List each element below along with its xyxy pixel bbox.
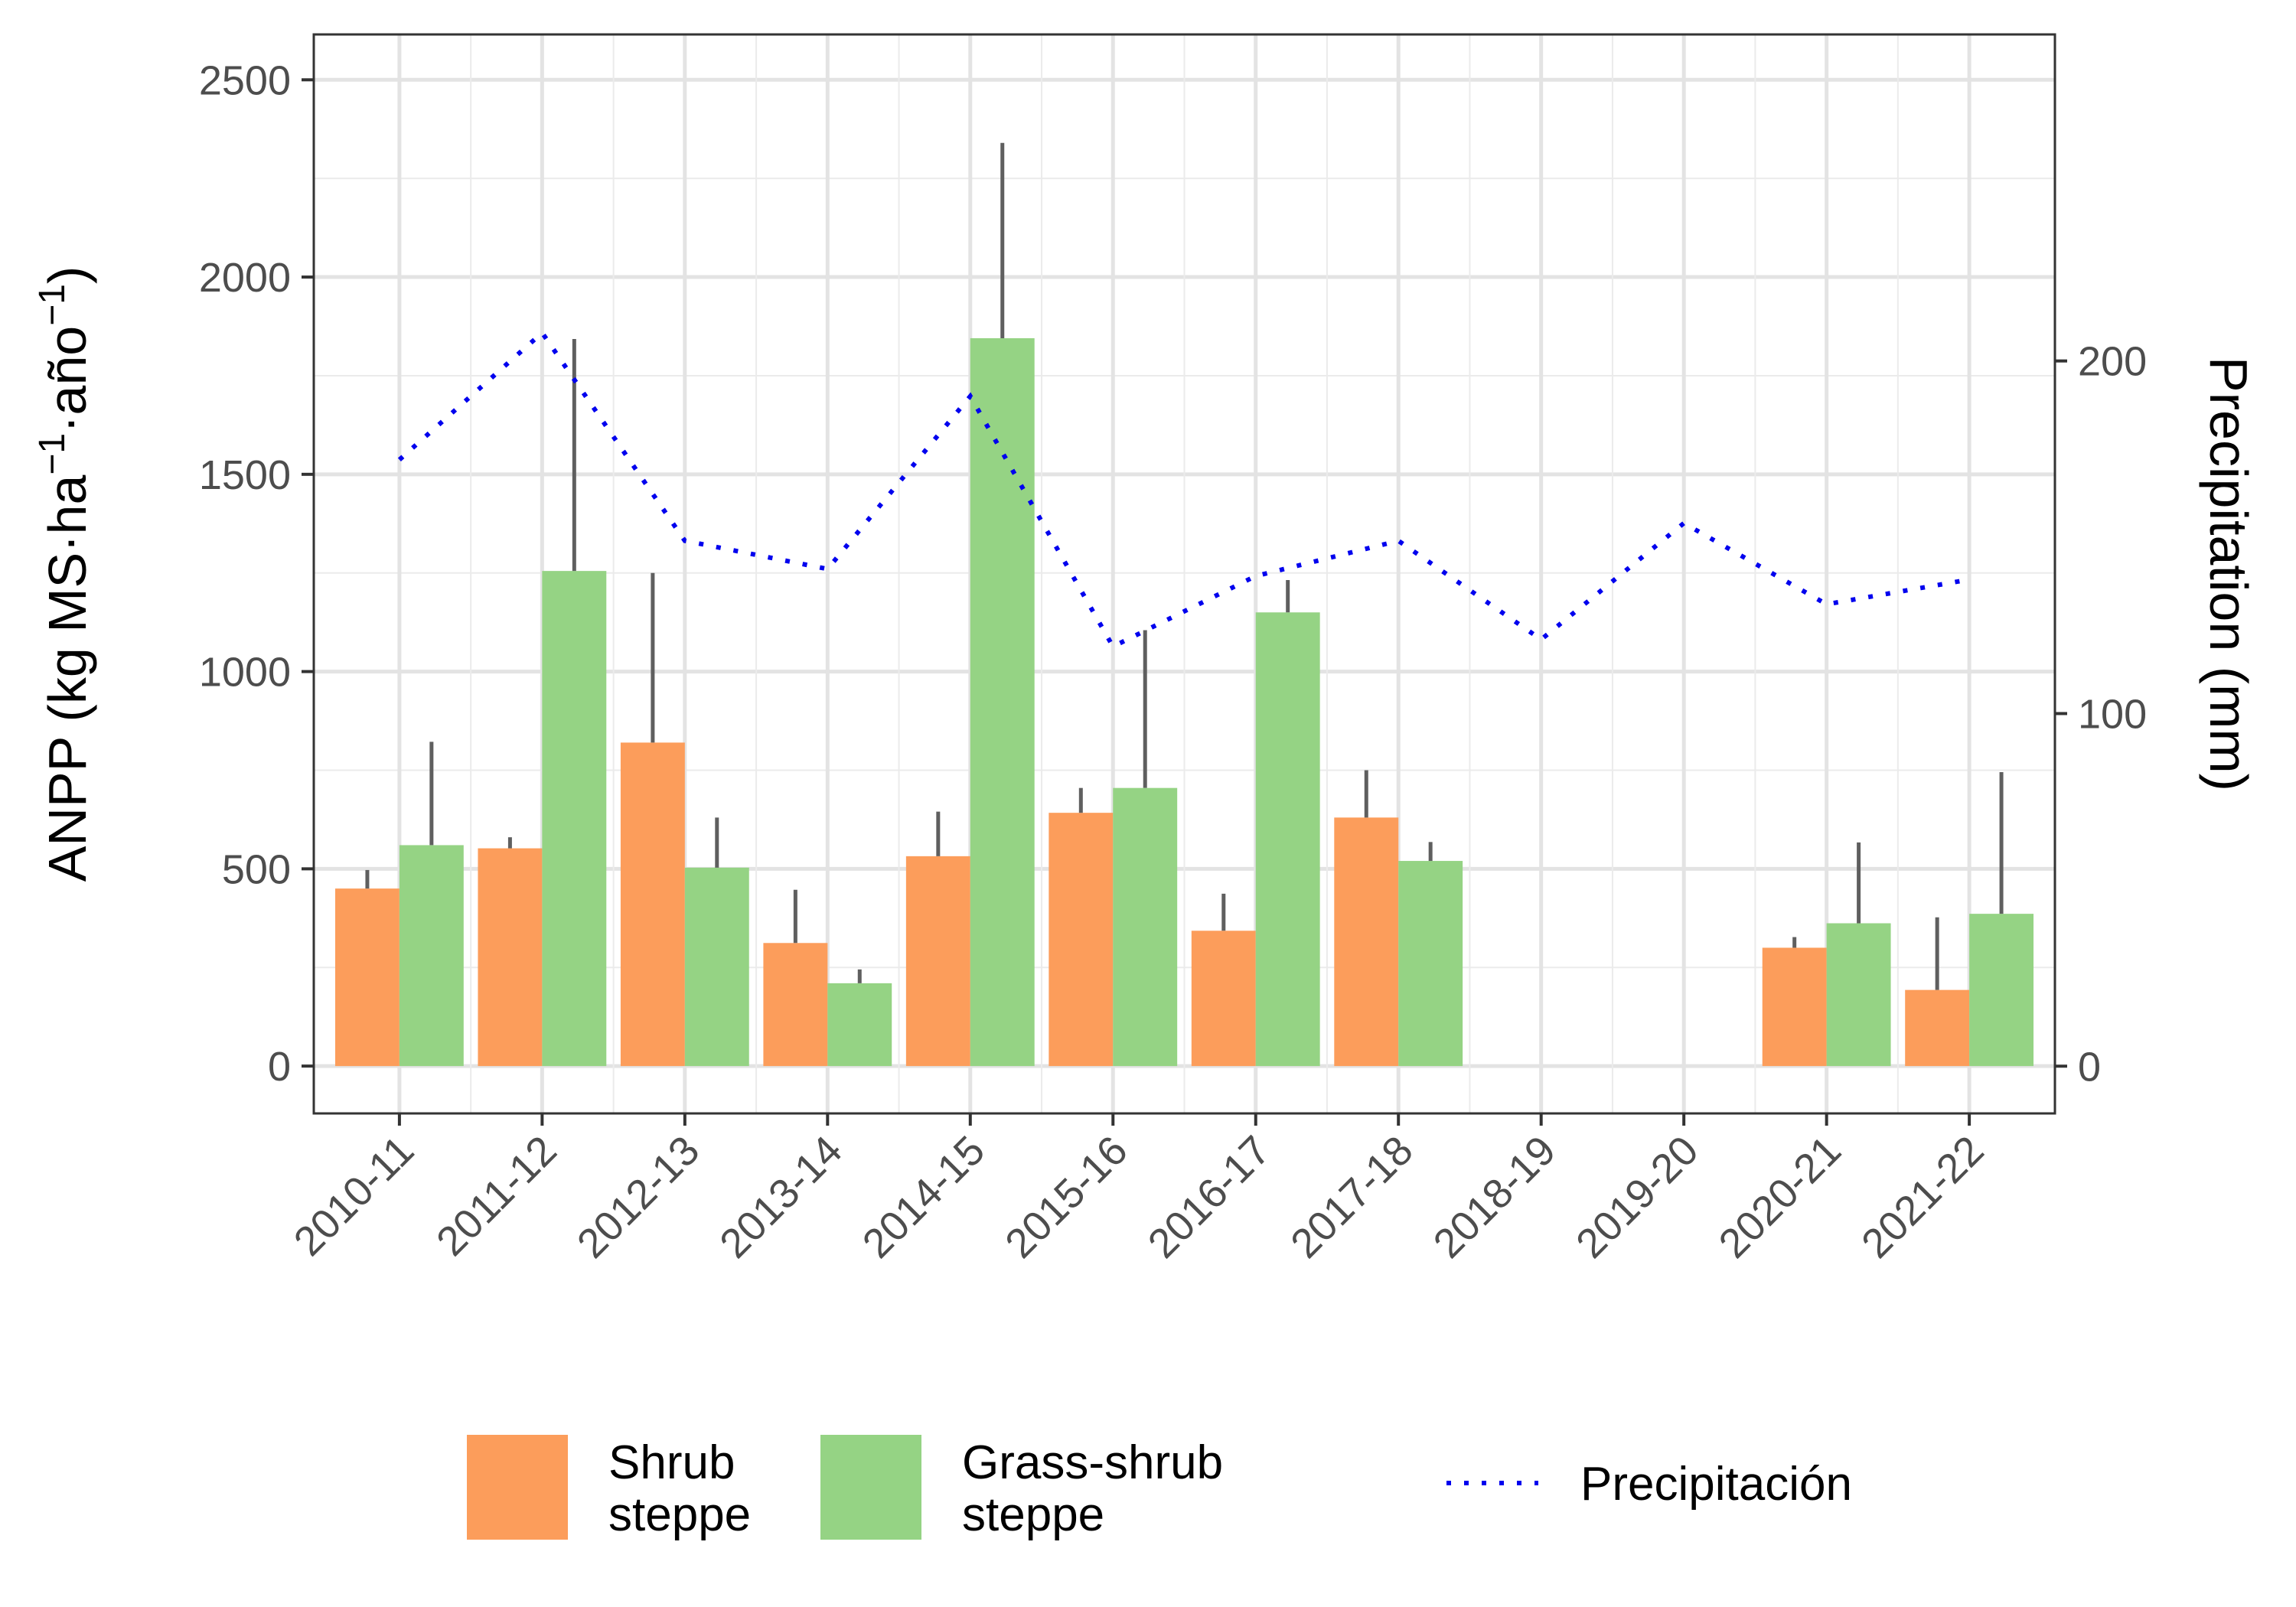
precipitation-line — [397, 329, 1970, 650]
x-tick-label: 2020-21 — [1711, 1127, 1851, 1267]
x-tick-label: 2016-17 — [1140, 1127, 1280, 1267]
x-tick-label: 2017-18 — [1282, 1127, 1422, 1267]
legend: Shrub steppe Grass-shrub steppe Precipitac… — [467, 1435, 1852, 1541]
bar — [1049, 813, 1114, 1067]
y2-tick-label: 0 — [2078, 1044, 2101, 1090]
bar — [827, 983, 892, 1067]
x-tick-label: 2011-12 — [428, 1127, 566, 1265]
bar — [478, 848, 543, 1067]
x-tick-label: 2010-11 — [285, 1127, 423, 1265]
y-tick-label: 2500 — [199, 57, 291, 103]
y2-tick-label: 200 — [2078, 339, 2147, 385]
y-tick-label: 500 — [222, 846, 291, 892]
legend-key-grass — [820, 1435, 921, 1540]
y2-axis-title: Precipitation (mm) — [2199, 357, 2258, 791]
y-axis-title: ANPP (kg MS·ha−1·año−1) — [32, 266, 97, 882]
bar — [334, 888, 400, 1067]
bar — [1398, 861, 1463, 1067]
legend-label-grass: Grass-shrub steppe — [962, 1436, 1223, 1541]
bars — [334, 337, 2034, 1067]
legend-key-shrub — [467, 1435, 568, 1540]
bar — [1905, 989, 1970, 1067]
bar — [763, 943, 828, 1067]
bar — [1826, 923, 1891, 1067]
bar — [1113, 787, 1178, 1067]
error-bars — [365, 142, 2004, 990]
x-tick-label: 2021-22 — [1853, 1127, 1993, 1267]
x-tick-label: 2014-15 — [854, 1127, 994, 1267]
y-tick-label: 2000 — [199, 255, 291, 301]
y-tick-label: 0 — [268, 1044, 291, 1090]
bar — [905, 856, 970, 1067]
bar — [620, 742, 685, 1067]
bar — [1191, 931, 1256, 1067]
x-tick-label: 2012-13 — [569, 1127, 709, 1267]
x-tick-label: 2015-16 — [996, 1127, 1137, 1267]
precipitation-series-line — [397, 329, 1970, 650]
bar — [970, 337, 1035, 1067]
legend-label-precip: Precipitación — [1580, 1458, 1852, 1511]
y2-tick-label: 100 — [2078, 691, 2147, 737]
bar — [1334, 817, 1399, 1067]
bar — [542, 571, 607, 1067]
bar — [684, 867, 749, 1067]
bar — [1969, 914, 2034, 1067]
legend-label-shrub: Shrub steppe — [608, 1436, 751, 1541]
y-tick-label: 1500 — [199, 452, 291, 498]
panel-border — [312, 33, 2056, 1115]
bar — [1762, 947, 1827, 1067]
x-tick-label: 2019-20 — [1567, 1127, 1707, 1267]
bar — [399, 845, 464, 1067]
bar — [1255, 612, 1320, 1067]
x-tick-label: 2013-14 — [711, 1127, 851, 1267]
x-tick-label: 2018-19 — [1425, 1127, 1565, 1267]
y-tick-label: 1000 — [199, 650, 291, 696]
